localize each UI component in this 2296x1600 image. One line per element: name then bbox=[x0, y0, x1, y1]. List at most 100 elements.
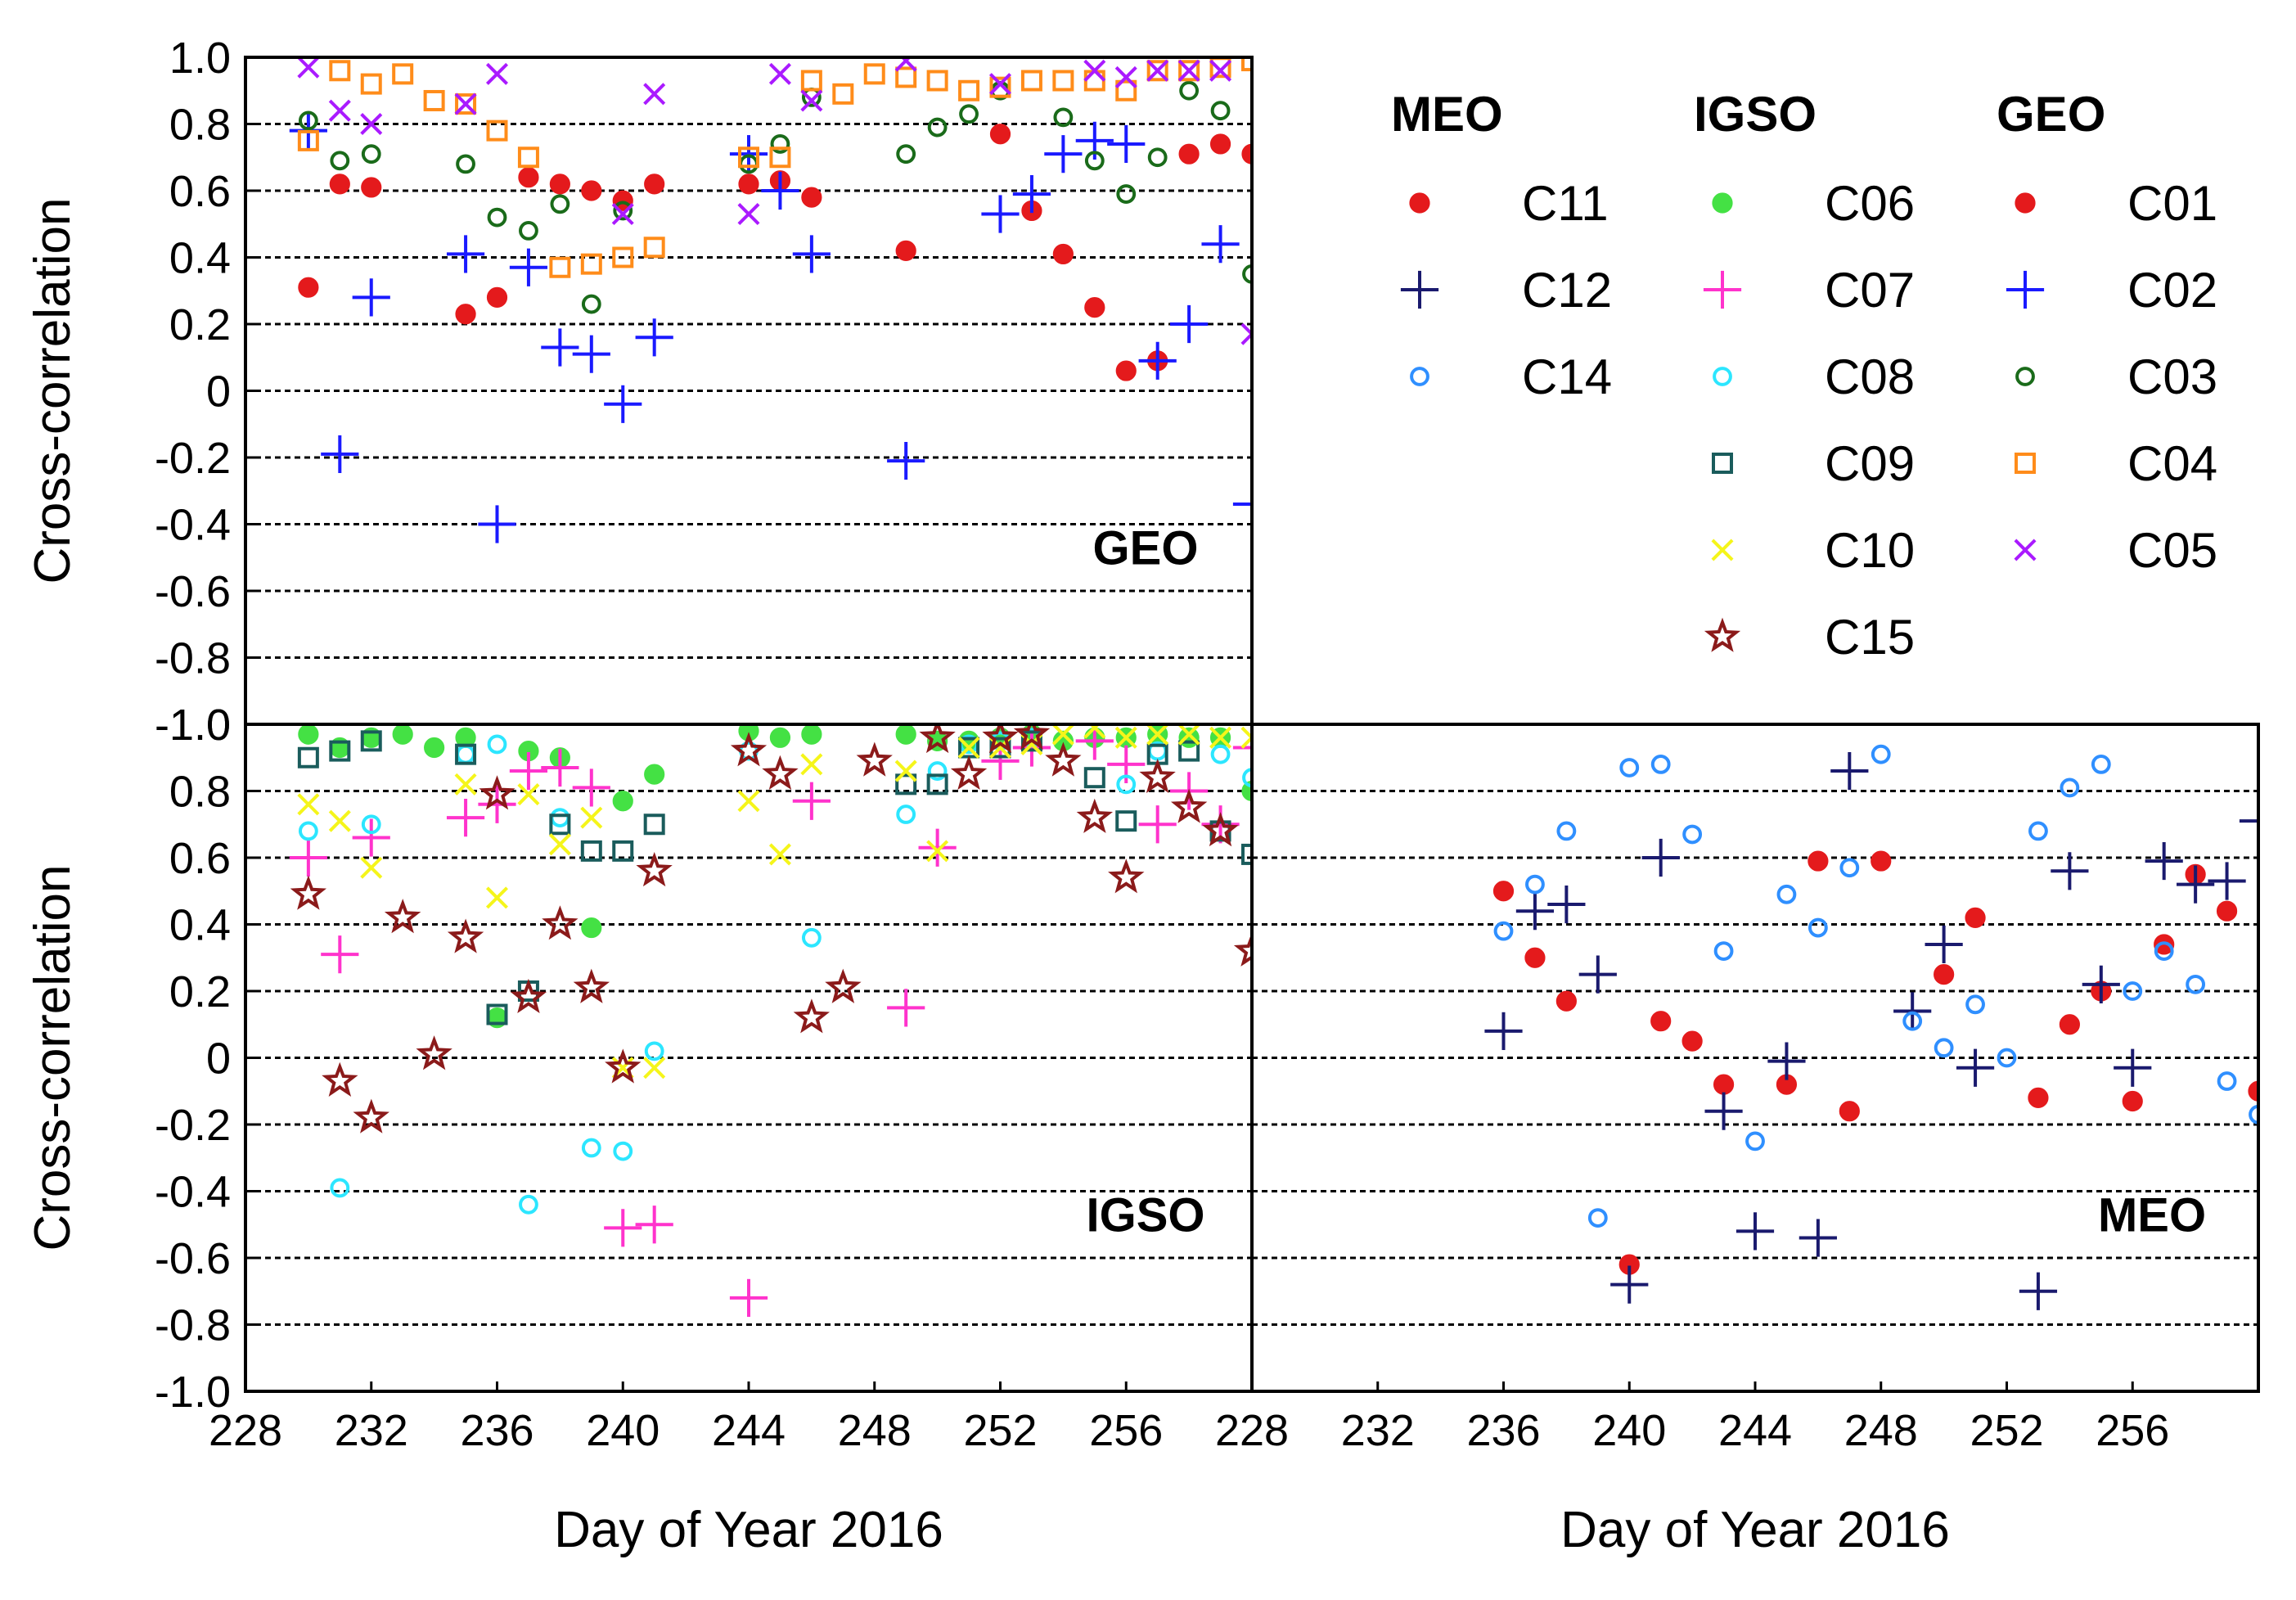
point-c12 bbox=[1484, 1012, 1523, 1050]
point-c14 bbox=[2217, 1071, 2237, 1091]
point-c02 bbox=[1107, 124, 1146, 164]
point-c12 bbox=[1704, 1092, 1743, 1130]
point-c10 bbox=[643, 1057, 666, 1079]
legend-label-c03: C03 bbox=[2127, 349, 2217, 404]
point-c04 bbox=[1083, 70, 1105, 92]
point-c05 bbox=[1209, 59, 1232, 82]
point-c03 bbox=[1053, 107, 1074, 128]
point-c04 bbox=[800, 70, 822, 92]
point-c15 bbox=[447, 918, 484, 953]
point-c08 bbox=[613, 1141, 633, 1161]
point-c08 bbox=[801, 927, 822, 948]
point-c14 bbox=[1934, 1038, 1954, 1058]
point-c05 bbox=[768, 62, 791, 85]
y-tick-label: 0.8 bbox=[169, 768, 231, 817]
point-c12 bbox=[1830, 751, 1869, 791]
point-c01 bbox=[1209, 133, 1231, 155]
legend-marker-c12 bbox=[1400, 270, 1439, 309]
point-c10 bbox=[800, 753, 823, 776]
point-c02 bbox=[509, 248, 548, 286]
point-c05 bbox=[894, 57, 917, 72]
point-c01 bbox=[895, 240, 916, 261]
point-c03 bbox=[330, 151, 350, 171]
y-tick-label: 0.2 bbox=[169, 967, 231, 1016]
point-c14 bbox=[2091, 755, 2111, 774]
point-c08 bbox=[519, 1194, 538, 1215]
point-c14 bbox=[1745, 1131, 1765, 1152]
point-c03 bbox=[959, 104, 979, 124]
point-c09 bbox=[1115, 810, 1137, 832]
point-c04 bbox=[958, 79, 980, 101]
y-tick-label: -0.4 bbox=[155, 1168, 231, 1217]
point-c01 bbox=[329, 174, 350, 195]
point-c01 bbox=[298, 277, 319, 298]
point-c04 bbox=[1178, 60, 1200, 82]
point-c11 bbox=[1681, 1030, 1703, 1052]
point-c12 bbox=[2208, 862, 2246, 900]
point-c04 bbox=[360, 73, 382, 95]
point-c14 bbox=[1682, 824, 1703, 845]
point-c07 bbox=[887, 989, 925, 1027]
x-tick-label: 228 bbox=[1215, 1406, 1289, 1455]
point-c02 bbox=[761, 171, 799, 210]
point-c03 bbox=[298, 110, 318, 131]
point-c10 bbox=[957, 737, 980, 759]
point-c05 bbox=[297, 57, 320, 79]
legend-heading: GEO bbox=[1997, 87, 2105, 142]
point-c08 bbox=[644, 1041, 664, 1061]
point-c15 bbox=[762, 755, 799, 791]
point-c02 bbox=[446, 235, 485, 273]
legend-label-c01: C01 bbox=[2127, 176, 2217, 231]
legend-label-c04: C04 bbox=[2127, 436, 2217, 491]
point-c04 bbox=[1052, 70, 1074, 92]
point-c10 bbox=[328, 809, 351, 832]
y-tick-label: -0.2 bbox=[155, 1101, 231, 1150]
legend-label-c12: C12 bbox=[1522, 263, 1612, 318]
point-c04 bbox=[1146, 60, 1168, 82]
point-c05 bbox=[1177, 59, 1200, 82]
point-c14 bbox=[1808, 917, 1828, 938]
legend-marker-c06 bbox=[1712, 192, 1733, 214]
point-c03 bbox=[613, 201, 633, 221]
point-c09 bbox=[329, 740, 351, 762]
legend-marker-c02 bbox=[2006, 270, 2045, 309]
point-c06 bbox=[1178, 727, 1200, 748]
point-c14 bbox=[2154, 941, 2174, 961]
point-c03 bbox=[1116, 184, 1137, 204]
point-c10 bbox=[768, 843, 791, 866]
panel-igso: 1.0 0.8 0.6 0.4 0.2 0 -0.2 -0.4 -0.6 -0.8 -1.0 Cros… bbox=[25, 701, 1254, 1558]
point-c15 bbox=[856, 741, 893, 777]
y-axis-label: Cross-correlation bbox=[25, 864, 81, 1251]
point-c11 bbox=[1871, 850, 1892, 872]
point-c11 bbox=[2059, 1014, 2080, 1035]
point-c10 bbox=[580, 806, 603, 829]
x-tick-label: 232 bbox=[335, 1406, 408, 1455]
point-c15 bbox=[605, 1048, 642, 1084]
point-c09 bbox=[1241, 843, 1252, 865]
point-c15 bbox=[1076, 798, 1114, 833]
point-c08 bbox=[550, 808, 570, 827]
point-c12 bbox=[1956, 1048, 1995, 1087]
panel-geo: 1.0 0.8 0.6 0.4 0.2 0 -0.2 -0.4 -0.6 -0.8 -1.0 Cros… bbox=[25, 34, 1254, 750]
point-c11 bbox=[1808, 850, 1829, 872]
point-c10 bbox=[485, 886, 509, 909]
legend-group-geo: GEO C01 C02 C03 C04 C05 bbox=[1997, 87, 2217, 578]
point-c02 bbox=[352, 278, 390, 317]
point-c02 bbox=[572, 335, 610, 373]
point-c15 bbox=[542, 905, 579, 940]
point-c08 bbox=[330, 1178, 350, 1198]
point-c08 bbox=[487, 734, 507, 755]
point-c15 bbox=[636, 852, 673, 887]
point-c02 bbox=[604, 385, 642, 423]
x-tick-label: 232 bbox=[1341, 1406, 1415, 1455]
point-c06 bbox=[895, 724, 916, 745]
point-c06 bbox=[581, 917, 602, 939]
point-c03 bbox=[361, 144, 381, 165]
point-c12 bbox=[1799, 1219, 1837, 1257]
point-c10 bbox=[1114, 726, 1137, 749]
point-c04 bbox=[612, 246, 634, 268]
point-c06 bbox=[392, 724, 413, 745]
point-c01 bbox=[801, 187, 822, 208]
point-c05 bbox=[360, 112, 383, 136]
